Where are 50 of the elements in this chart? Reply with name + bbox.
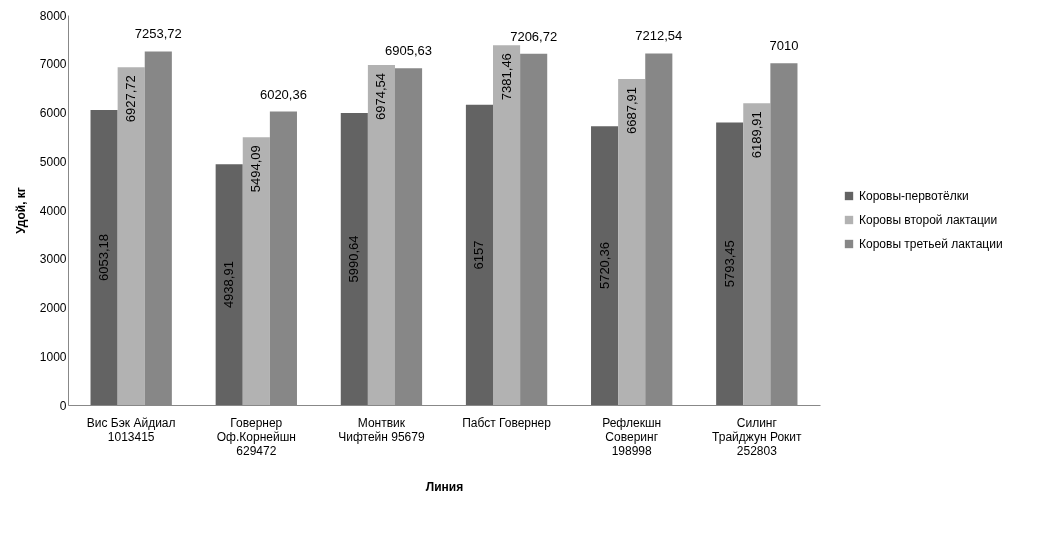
y-axis-title: Удой, кг <box>13 187 28 234</box>
data-label: 6020,36 <box>259 86 307 102</box>
data-label: 5494,09 <box>248 145 264 193</box>
bar <box>618 78 646 405</box>
x-tick-label: Монтвик Чифтейн 95679 <box>338 415 425 444</box>
legend-label: Коровы третьей лактации <box>859 237 1003 251</box>
bar <box>493 45 521 405</box>
bar <box>367 64 395 405</box>
data-label: 4938,91 <box>221 261 237 309</box>
y-tick-label: 3000 <box>39 252 67 267</box>
x-tick-label: Пабст Говернер <box>462 415 552 430</box>
bar <box>465 104 494 405</box>
data-label: 6189,91 <box>748 111 764 159</box>
data-label: 5793,45 <box>721 240 737 288</box>
x-tick-label: Рефлекшн Соверинг 198998 <box>602 415 662 458</box>
data-label: 6905,63 <box>385 43 433 59</box>
x-tick-label: Говернер Оф.Корнейшн 629472 <box>216 415 296 458</box>
data-label: 7381,46 <box>498 53 514 101</box>
x-axis-title: Линия <box>425 479 464 494</box>
data-label: 7010 <box>769 38 799 54</box>
y-tick-label: 0 <box>59 398 67 413</box>
data-label: 6927,72 <box>123 75 139 123</box>
y-tick-label: 8000 <box>39 8 67 23</box>
data-label: 5720,36 <box>596 242 612 290</box>
bar <box>340 112 368 405</box>
bar <box>716 122 744 405</box>
bar <box>743 103 771 405</box>
legend-label: Коровы второй лактации <box>859 213 998 227</box>
bar <box>117 67 145 405</box>
bar <box>90 109 118 405</box>
data-label: 6974,54 <box>373 72 389 120</box>
bar <box>591 126 619 405</box>
y-tick-label: 6000 <box>39 106 67 120</box>
y-tick-label: 7000 <box>39 57 67 72</box>
data-label: 7253,72 <box>134 26 182 42</box>
data-label: 6157 <box>471 240 487 270</box>
x-tick-label: Вис Бэк Айдиал 1013415 <box>86 415 176 444</box>
data-label: 5990,64 <box>346 235 362 283</box>
data-label: 7212,54 <box>635 28 683 44</box>
data-label: 7206,72 <box>510 28 558 44</box>
bar <box>242 137 270 405</box>
data-label: 6053,18 <box>96 233 112 281</box>
bar <box>215 164 243 405</box>
y-tick-label: 5000 <box>39 154 67 169</box>
y-tick-label: 4000 <box>39 203 67 218</box>
y-tick-label: 1000 <box>39 349 67 364</box>
data-label: 6687,91 <box>623 86 639 134</box>
x-tick-label: Силинг Трайджун Рокит 252803 <box>712 415 803 458</box>
y-tick-label: 2000 <box>39 301 67 315</box>
legend-label: Коровы-первотёлки <box>859 189 969 203</box>
